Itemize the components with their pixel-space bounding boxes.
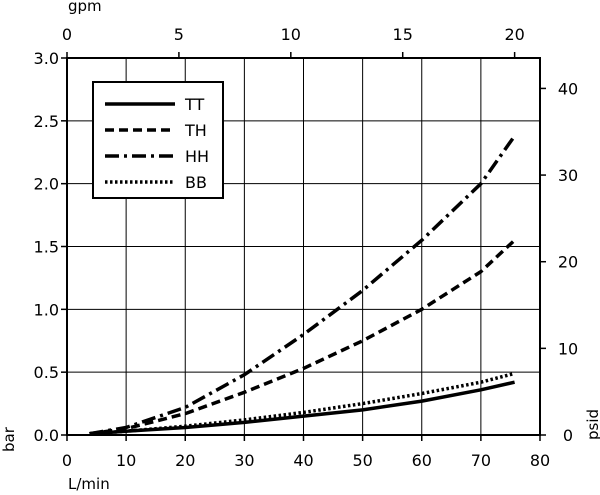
tick-label-x-bottom: 10 [116,451,136,470]
tick-label-x-bottom: 20 [175,451,195,470]
y-right-label: psid [584,409,600,440]
x-bottom-label: L/min [68,475,110,493]
tick-label-y-right: 10 [558,339,578,358]
tick-label-x-top: 20 [504,25,524,44]
legend-label-th: TH [184,121,207,140]
tick-label-y-right: 0 [563,426,573,445]
tick-label-y-left: 1.5 [34,238,59,257]
tick-label-x-bottom: 40 [293,451,313,470]
tick-label-y-right: 40 [558,79,578,98]
tick-label-x-bottom: 30 [234,451,254,470]
tick-label-x-bottom: 60 [412,451,432,470]
tick-label-x-bottom: 0 [62,451,72,470]
legend: TT TH HH BB [92,81,224,199]
tick-label-y-left: 0.5 [34,363,59,382]
legend-label-hh: HH [185,147,209,166]
x-top-label: gpm [68,0,102,15]
tick-label-y-left: 3.0 [34,49,59,68]
legend-box [92,81,224,199]
legend-label-bb: BB [185,173,207,192]
tick-label-y-left: 2.5 [34,112,59,131]
tick-label-y-right: 20 [558,253,578,272]
tick-label-y-right: 30 [558,166,578,185]
series-lines [89,134,517,436]
tick-label-x-top: 0 [62,25,72,44]
series-line-th [89,238,516,436]
tick-label-x-top: 5 [174,25,184,44]
tick-label-x-bottom: 70 [471,451,491,470]
tick-label-x-top: 10 [281,25,301,44]
series-line-tt [89,380,515,436]
y-left-label: bar [0,426,18,452]
tick-label-x-top: 15 [393,25,413,44]
series-line-bb [89,371,516,436]
tick-marks [61,52,546,441]
tick-labels: 0 10 20 30 40 50 60 70 800.00.51.01.52.02.53.00 5… [34,25,579,470]
tick-label-x-bottom: 80 [530,451,550,470]
tick-label-x-bottom: 50 [352,451,372,470]
tick-label-y-left: 1.0 [34,300,59,319]
legend-label-tt: TT [184,95,204,114]
series-line-hh [89,134,517,436]
tick-label-y-left: 0.0 [34,426,59,445]
tick-label-y-left: 2.0 [34,175,59,194]
